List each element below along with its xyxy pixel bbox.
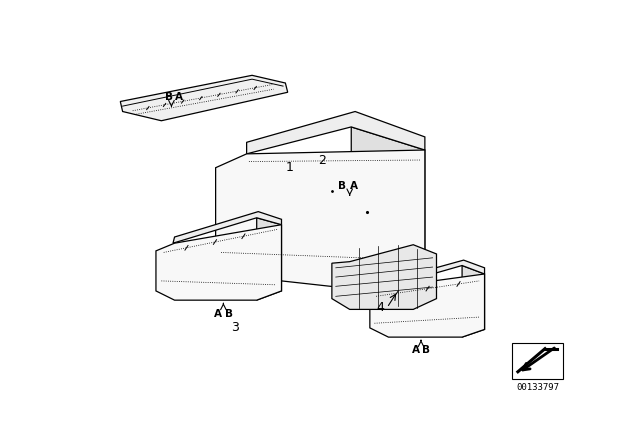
Polygon shape [257, 218, 282, 300]
Text: 4: 4 [377, 302, 385, 314]
Text: A: A [350, 181, 358, 191]
Text: A: A [412, 345, 420, 355]
Text: B: B [338, 181, 346, 191]
Polygon shape [246, 112, 425, 154]
Text: B: B [165, 92, 173, 102]
Polygon shape [120, 75, 288, 121]
Polygon shape [332, 245, 436, 310]
Text: B: B [225, 309, 233, 319]
Text: A: A [214, 309, 222, 319]
Bar [513, 343, 563, 379]
Polygon shape [351, 127, 425, 289]
Polygon shape [370, 274, 484, 337]
Text: 3: 3 [231, 321, 239, 334]
Polygon shape [387, 260, 484, 287]
Polygon shape [216, 150, 425, 289]
Polygon shape [462, 266, 484, 337]
Text: 2: 2 [318, 154, 326, 167]
Text: 1: 1 [285, 161, 293, 174]
Text: 00133797: 00133797 [516, 383, 559, 392]
Text: A: A [175, 92, 183, 102]
Polygon shape [173, 211, 282, 243]
Text: B: B [422, 345, 431, 355]
Polygon shape [156, 225, 282, 300]
